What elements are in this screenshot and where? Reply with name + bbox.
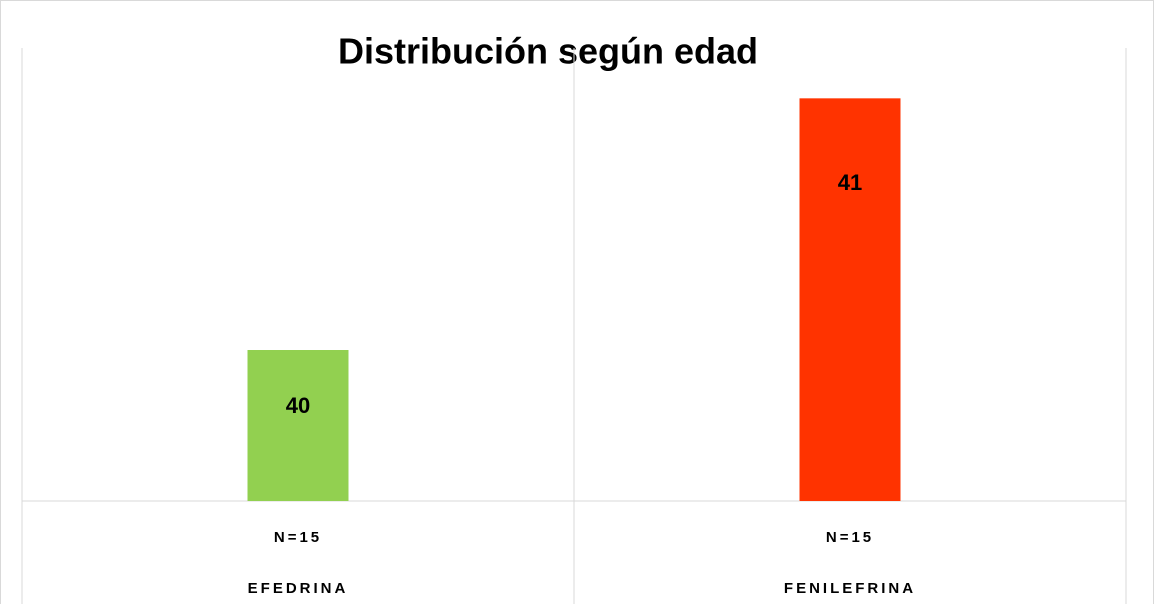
x-tick-label: N=15: [274, 529, 322, 546]
x-group-label: FENILEFRINA: [784, 580, 916, 597]
x-tick-label: N=15: [826, 529, 874, 546]
bar: [247, 350, 349, 501]
x-group-label: EFEDRINA: [248, 580, 349, 597]
chart-title: Distribución según edad: [338, 31, 758, 72]
value-label: 40: [286, 393, 310, 418]
bar: [799, 98, 901, 501]
value-label: 41: [838, 170, 862, 195]
